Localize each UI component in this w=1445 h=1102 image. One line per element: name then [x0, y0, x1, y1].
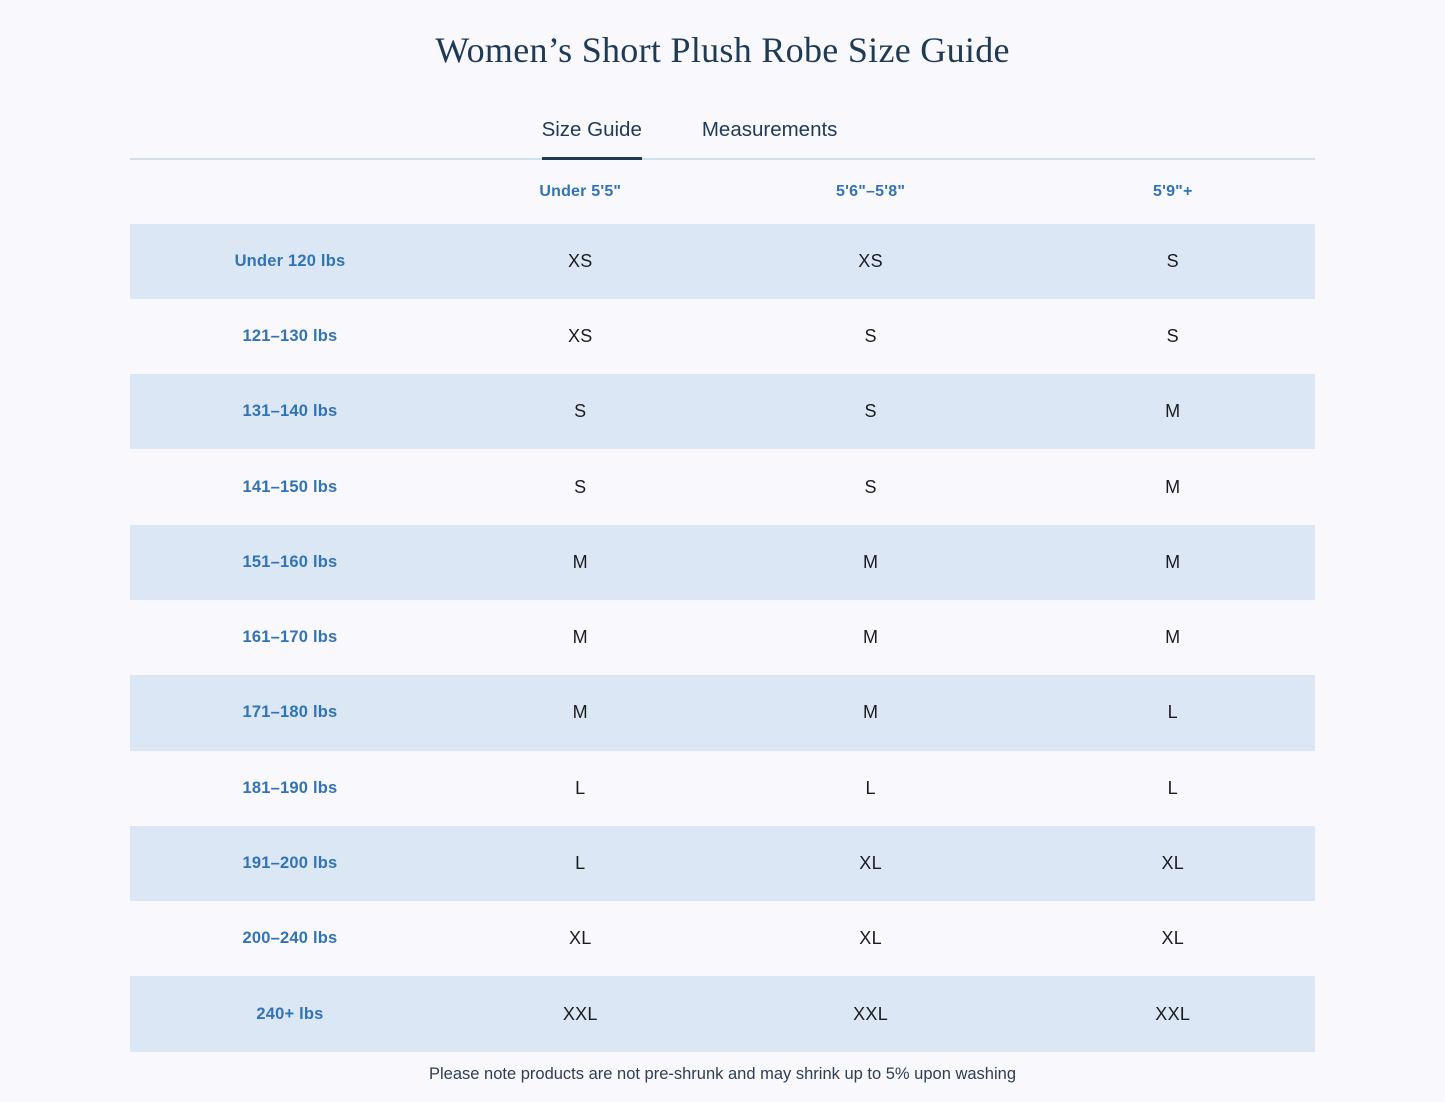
row-label: 141–150 lbs — [242, 477, 338, 496]
table-row: 240+ lbs XXL XXL XXL — [130, 976, 1315, 1052]
size-cell: XS — [858, 250, 883, 271]
size-cell: XXL — [1155, 1003, 1191, 1024]
table-row: 171–180 lbs M M L — [130, 675, 1315, 751]
size-cell: S — [864, 401, 877, 422]
table-row: 161–170 lbs M M M — [130, 600, 1315, 675]
table-row: 121–130 lbs XS S S — [130, 299, 1315, 374]
size-cell: XL — [1161, 853, 1185, 874]
size-cell: S — [574, 476, 587, 497]
table-row: 191–200 lbs L XL XL — [130, 825, 1315, 902]
size-cell: L — [1167, 702, 1178, 723]
size-table-body: Under 120 lbs XS XS S 121–130 lbs XS S S… — [130, 223, 1315, 1052]
size-cell: L — [575, 777, 586, 798]
size-cell: S — [864, 325, 877, 346]
table-row: 181–190 lbs L L L — [130, 751, 1315, 826]
size-cell: XL — [859, 928, 882, 949]
row-label: 240+ lbs — [256, 1004, 324, 1023]
tab-bar: Size Guide Measurements — [130, 118, 1315, 160]
size-cell: M — [572, 702, 588, 723]
row-label: 151–160 lbs — [242, 552, 338, 571]
row-label: 191–200 lbs — [242, 854, 338, 873]
size-cell: S — [1166, 250, 1179, 271]
table-row: 131–140 lbs S S M — [130, 374, 1315, 450]
table-row: 141–150 lbs S S M — [130, 449, 1315, 524]
column-header-5-9-plus: 5'9"+ — [1152, 182, 1193, 200]
size-cell: S — [864, 476, 877, 497]
row-label: 161–170 lbs — [242, 628, 338, 647]
row-label: 171–180 lbs — [242, 703, 338, 722]
column-header-5-6-to-5-8: 5'6"–5'8" — [836, 182, 906, 200]
size-cell: XL — [568, 928, 592, 949]
size-table: Under 5'5" 5'6"–5'8" 5'9"+ Under 120 lbs… — [130, 160, 1315, 1052]
size-cell: XXL — [562, 1003, 598, 1024]
size-cell: XS — [567, 325, 593, 346]
shrink-disclaimer: Please note products are not pre-shrunk … — [428, 1064, 1016, 1083]
tab-size-guide[interactable]: Size Guide — [541, 118, 642, 160]
size-cell: M — [1165, 627, 1181, 648]
column-header-under-5-5: Under 5'5" — [539, 182, 622, 200]
size-cell: M — [862, 551, 879, 572]
size-cell: M — [1165, 551, 1181, 572]
size-cell: L — [575, 853, 586, 874]
size-cell: L — [865, 777, 876, 798]
size-cell: M — [1165, 476, 1181, 497]
size-cell: M — [572, 627, 588, 648]
size-cell: M — [1165, 401, 1181, 422]
size-cell: M — [572, 551, 588, 572]
size-cell: L — [1167, 777, 1178, 798]
row-label: 200–240 lbs — [242, 929, 338, 948]
table-header-row: Under 5'5" 5'6"–5'8" 5'9"+ — [130, 160, 1315, 224]
row-label: 121–130 lbs — [242, 326, 338, 345]
row-label: 131–140 lbs — [242, 402, 338, 421]
size-cell: XL — [1161, 928, 1185, 949]
size-cell: M — [862, 702, 879, 723]
table-row: 200–240 lbs XL XL XL — [130, 901, 1315, 976]
row-label: Under 120 lbs — [234, 251, 346, 270]
tab-group: Size Guide Measurements — [541, 118, 838, 160]
size-cell: S — [574, 401, 587, 422]
tab-measurements[interactable]: Measurements — [701, 118, 838, 141]
size-cell: XL — [859, 853, 882, 874]
size-cell: M — [862, 627, 879, 648]
size-cell: XS — [567, 250, 593, 271]
size-cell: S — [1166, 325, 1179, 346]
table-row: 151–160 lbs M M M — [130, 524, 1315, 600]
row-label: 181–190 lbs — [242, 778, 338, 797]
table-row: Under 120 lbs XS XS S — [130, 223, 1315, 299]
size-cell: XXL — [853, 1003, 889, 1024]
page-title: Women’s Short Plush Robe Size Guide — [435, 30, 1010, 70]
